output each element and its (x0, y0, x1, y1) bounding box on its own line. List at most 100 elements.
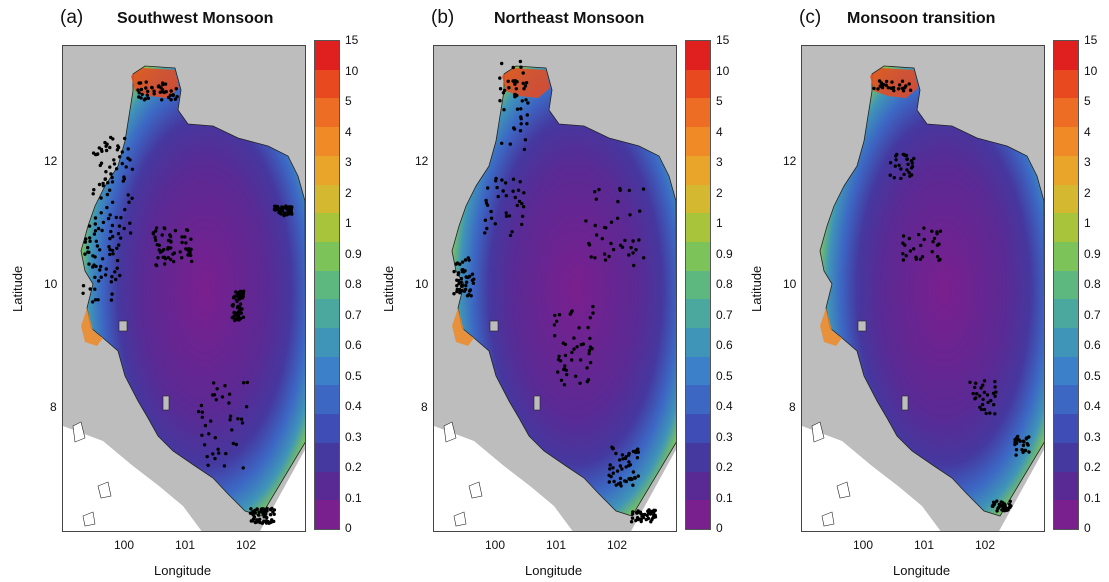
sample-point (108, 252, 112, 257)
sample-point (472, 277, 476, 281)
sample-point (130, 167, 135, 171)
sample-point (593, 256, 597, 260)
sample-point (522, 87, 526, 91)
sample-point (110, 223, 115, 228)
sample-point (128, 221, 132, 225)
sample-point (163, 226, 167, 231)
sample-point (608, 463, 612, 467)
sample-point (636, 474, 640, 478)
sample-point (196, 409, 201, 414)
sample-point (268, 513, 273, 517)
sample-point (99, 275, 103, 279)
sample-point (1021, 439, 1026, 443)
sample-point (620, 467, 624, 471)
sample-point (213, 436, 217, 440)
y-axis-label: Latitude (10, 265, 25, 312)
map-svg (63, 46, 305, 531)
sample-point (104, 148, 109, 153)
sample-point (203, 423, 208, 428)
sample-point (168, 93, 173, 97)
sample-point (901, 89, 906, 93)
sample-point (101, 181, 105, 186)
x-axis-label: Longitude (525, 563, 583, 578)
sample-point (156, 85, 161, 89)
colorbar-segment (1054, 184, 1078, 214)
island (72, 421, 86, 443)
sample-point (591, 311, 595, 315)
sample-point (890, 80, 894, 84)
colorbar-segment (315, 155, 339, 186)
sample-point (270, 506, 274, 511)
sample-point (114, 215, 118, 220)
island (468, 481, 483, 499)
sample-point (152, 92, 156, 96)
sample-point (593, 190, 597, 194)
colorbar-label: 5 (345, 94, 352, 108)
sample-point (161, 90, 165, 94)
sample-point (184, 247, 188, 251)
colorbar-label: 2 (1084, 185, 1091, 200)
sample-point (234, 290, 238, 294)
sample-point (180, 256, 184, 260)
colorbar-label: 0.3 (1084, 429, 1101, 444)
sample-point (140, 92, 144, 97)
sample-point (503, 181, 508, 185)
colorbar-label: 0.2 (716, 460, 733, 474)
sample-point (611, 466, 615, 470)
sample-point (157, 248, 161, 252)
sample-point (245, 380, 250, 385)
sample-point (902, 172, 906, 177)
sample-point (93, 298, 98, 302)
sample-point (557, 354, 561, 358)
colorbar: 15 10 5 4 3 2 1 0.9 0.8 0.7 0.6 0.5 0.4 0.3 0.2 0.1 0 (1053, 33, 1101, 535)
sample-point (907, 236, 911, 241)
sample-point (520, 99, 524, 103)
sample-point (114, 167, 119, 171)
colorbar-segment (686, 270, 710, 300)
sample-point (126, 193, 130, 197)
sample-point (630, 516, 635, 520)
sample-point (607, 254, 611, 259)
sample-point (615, 216, 620, 220)
sample-point (500, 61, 504, 66)
sample-point (242, 381, 246, 385)
sample-point (513, 195, 517, 200)
sample-point (282, 213, 286, 217)
sample-point (166, 255, 170, 260)
island (118, 320, 128, 332)
sample-point (214, 398, 218, 402)
sample-point (468, 288, 473, 292)
sample-point (1001, 506, 1005, 510)
sample-point (104, 267, 108, 271)
sample-point (609, 220, 614, 224)
colorbar-segment (315, 328, 339, 358)
sample-point (137, 91, 141, 95)
sample-point (100, 228, 104, 233)
sample-point (931, 240, 935, 244)
sample-point (253, 511, 257, 515)
lower-peninsula (434, 426, 573, 531)
colorbar-segment (1054, 385, 1078, 415)
sample-point (455, 261, 460, 265)
sample-point (110, 275, 114, 279)
sample-point (483, 231, 487, 235)
sample-point (154, 263, 158, 267)
colorbar-segment (315, 270, 339, 300)
colorbar-segment (315, 69, 339, 99)
sample-point (894, 158, 898, 162)
sample-point (588, 336, 592, 341)
colorbar-label: 10 (1084, 63, 1098, 78)
sample-point (126, 156, 130, 160)
sample-point (618, 188, 622, 192)
island (836, 481, 851, 499)
colorbar-segment (686, 241, 710, 272)
sample-point (992, 403, 996, 407)
panel-title: Southwest Monsoon (117, 10, 274, 27)
colorbar-label: 0.5 (345, 368, 362, 383)
sample-point (907, 82, 911, 86)
colorbar-label: 0.2 (345, 460, 362, 474)
sample-point (616, 199, 620, 204)
y-tick-12: 12 (415, 154, 429, 168)
sample-point (173, 97, 178, 101)
sample-point (107, 245, 111, 249)
